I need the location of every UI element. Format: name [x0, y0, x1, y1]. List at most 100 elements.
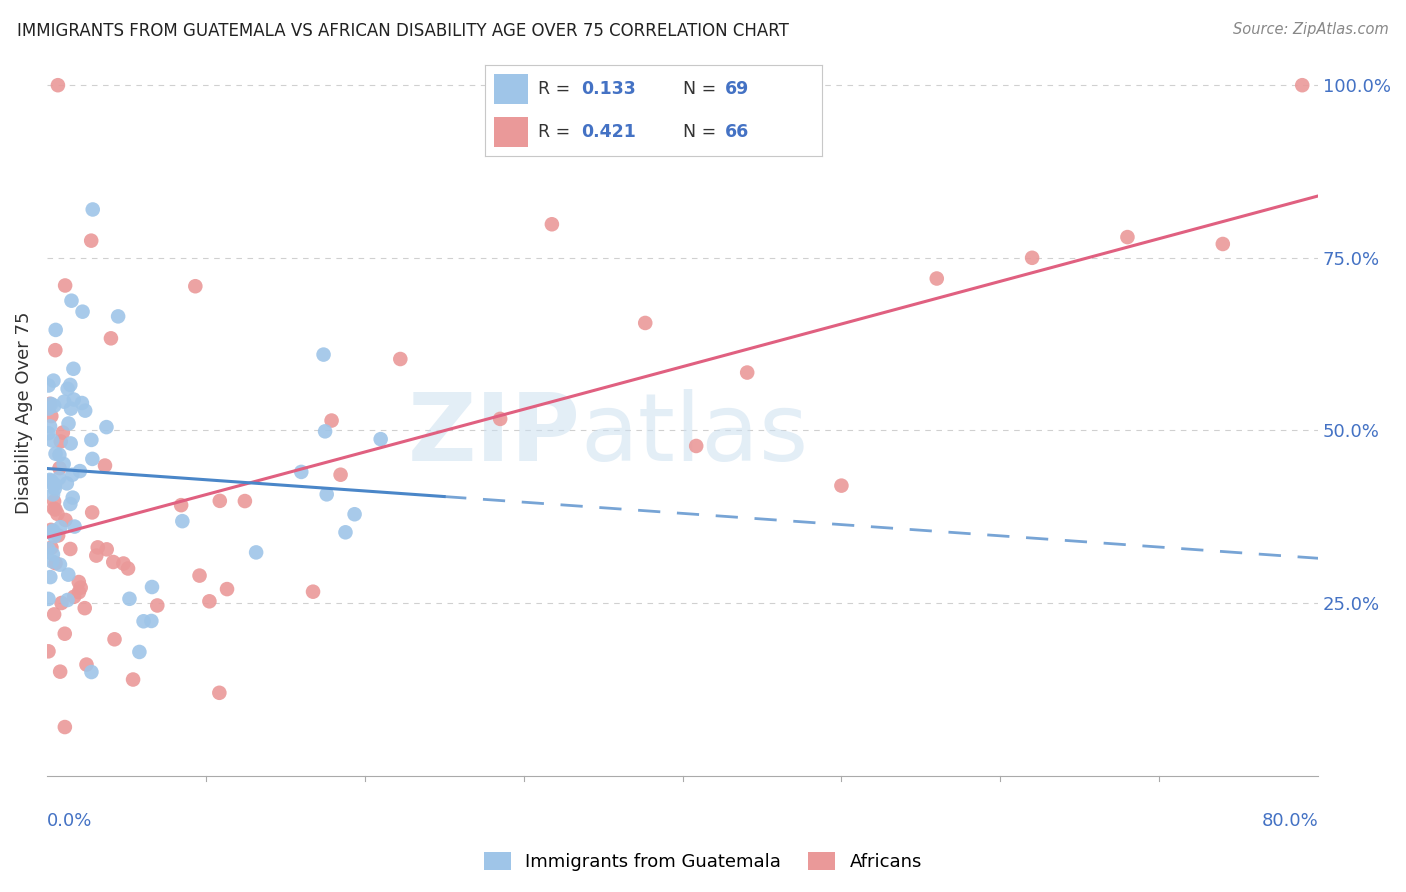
- Point: [685, 439, 707, 453]
- Point: [53, 720, 76, 734]
- Point: [48, 461, 70, 475]
- Point: [56, 382, 79, 396]
- Point: [63, 590, 86, 604]
- Point: [44, 529, 66, 543]
- Point: [42, 487, 65, 501]
- Point: [172, 514, 194, 528]
- Point: [49, 520, 72, 534]
- Text: Source: ZipAtlas.com: Source: ZipAtlas.com: [1233, 22, 1389, 37]
- Point: [208, 493, 231, 508]
- Point: [46, 78, 69, 93]
- Point: [103, 632, 125, 647]
- Point: [44, 607, 66, 622]
- Point: [55, 513, 77, 527]
- Point: [141, 614, 163, 628]
- Point: [49, 558, 72, 572]
- Point: [37, 644, 59, 658]
- Point: [45, 556, 67, 570]
- Point: [39, 419, 62, 434]
- Point: [62, 392, 84, 407]
- Point: [75, 403, 97, 417]
- Point: [208, 686, 231, 700]
- Point: [53, 278, 76, 293]
- Point: [146, 599, 169, 613]
- Point: [830, 478, 852, 492]
- Point: [198, 594, 221, 608]
- Point: [215, 582, 238, 596]
- Point: [1021, 251, 1043, 265]
- Point: [112, 557, 135, 571]
- Point: [37, 378, 59, 392]
- Point: [41, 409, 63, 424]
- Point: [44, 502, 66, 516]
- Point: [103, 555, 125, 569]
- Point: [59, 436, 82, 450]
- Point: [44, 447, 66, 461]
- Point: [67, 585, 90, 599]
- Text: IMMIGRANTS FROM GUATEMALA VS AFRICAN DISABILITY AGE OVER 75 CORRELATION CHART: IMMIGRANTS FROM GUATEMALA VS AFRICAN DIS…: [17, 22, 789, 40]
- Point: [80, 665, 103, 679]
- Y-axis label: Disability Age Over 75: Disability Age Over 75: [15, 312, 32, 515]
- Point: [370, 432, 392, 446]
- Text: ZIP: ZIP: [408, 389, 581, 481]
- Point: [82, 505, 104, 519]
- Point: [343, 508, 366, 522]
- Point: [56, 476, 79, 491]
- Point: [1212, 237, 1234, 252]
- Point: [53, 394, 76, 409]
- Point: [42, 494, 65, 508]
- Point: [53, 626, 76, 640]
- Point: [87, 541, 110, 555]
- Point: [48, 471, 70, 485]
- Text: atlas: atlas: [581, 389, 808, 481]
- Point: [70, 396, 93, 410]
- Point: [96, 542, 118, 557]
- Point: [39, 397, 62, 411]
- Point: [59, 401, 82, 416]
- Point: [69, 464, 91, 478]
- Point: [38, 475, 60, 489]
- Point: [62, 491, 84, 505]
- Point: [184, 279, 207, 293]
- Point: [541, 217, 564, 231]
- Point: [82, 202, 104, 217]
- Point: [42, 547, 65, 561]
- Point: [73, 601, 96, 615]
- Point: [94, 458, 117, 473]
- Point: [1116, 230, 1139, 244]
- Point: [314, 425, 336, 439]
- Text: 0.0%: 0.0%: [46, 812, 93, 830]
- Point: [329, 467, 352, 482]
- Point: [37, 401, 59, 416]
- Point: [49, 665, 72, 679]
- Point: [41, 434, 63, 448]
- Point: [634, 316, 657, 330]
- Point: [63, 519, 86, 533]
- Point: [46, 528, 69, 542]
- Point: [59, 377, 82, 392]
- Point: [42, 374, 65, 388]
- Point: [49, 434, 72, 449]
- Point: [132, 614, 155, 628]
- Point: [489, 412, 512, 426]
- Point: [84, 549, 107, 563]
- Point: [42, 524, 65, 538]
- Point: [48, 448, 70, 462]
- Point: [118, 591, 141, 606]
- Point: [52, 457, 75, 471]
- Point: [72, 304, 94, 318]
- Point: [290, 465, 312, 479]
- Point: [82, 451, 104, 466]
- Point: [233, 494, 256, 508]
- Point: [80, 234, 103, 248]
- Point: [117, 561, 139, 575]
- Point: [735, 366, 758, 380]
- Point: [69, 581, 91, 595]
- Point: [80, 433, 103, 447]
- Point: [46, 507, 69, 521]
- Point: [38, 473, 60, 487]
- Point: [100, 331, 122, 345]
- Point: [188, 568, 211, 582]
- Point: [41, 525, 63, 540]
- Point: [59, 497, 82, 511]
